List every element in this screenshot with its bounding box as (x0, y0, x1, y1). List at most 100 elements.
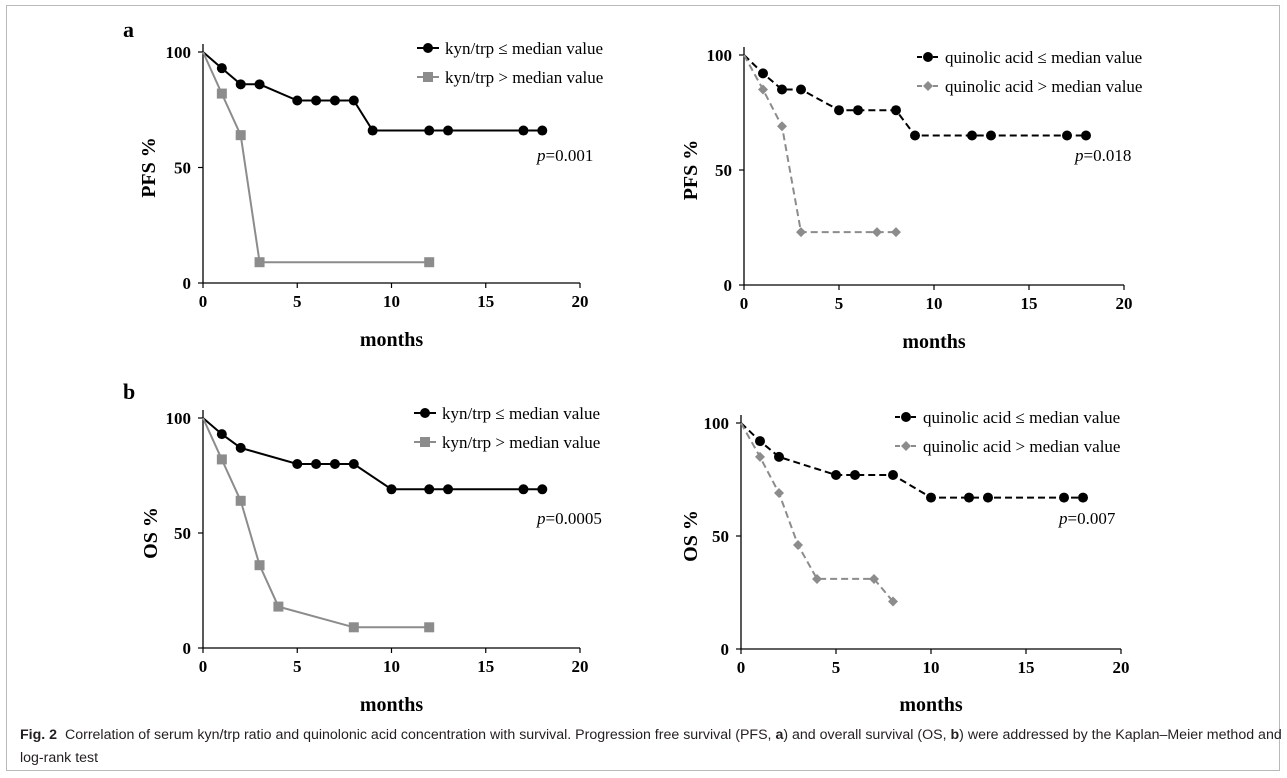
x-tick-label: 0 (740, 294, 749, 313)
chart-b-left: 0 5 10 15 20 0 50 100 months OS % kyn/trp ≤ median… (140, 404, 602, 716)
series-line (202, 417, 543, 491)
x-tick-label: 10 (926, 294, 943, 313)
legend-label: kyn/trp ≤ median value (445, 39, 603, 58)
y-tick-label: 0 (724, 276, 733, 295)
data-point (834, 105, 844, 116)
panel-a-label: a (123, 17, 134, 42)
data-point (831, 469, 841, 480)
data-point (348, 95, 359, 106)
x-tick-label: 15 (477, 657, 494, 676)
data-point (774, 488, 784, 499)
x-tick-label: 20 (1116, 294, 1133, 313)
data-point (254, 79, 265, 90)
data-point (367, 125, 378, 136)
p-value-symbol: p (536, 509, 546, 528)
x-tick-label: 20 (1113, 658, 1130, 677)
series-2 (202, 51, 435, 268)
y-tick-label: 100 (166, 43, 192, 62)
data-point (926, 492, 936, 503)
x-tick-label: 15 (1021, 294, 1038, 313)
data-point (518, 125, 529, 136)
data-point (216, 429, 227, 440)
y-tick-label: 50 (174, 524, 191, 543)
caption-text-1: Correlation of serum kyn/trp ratio and q… (64, 727, 776, 743)
series-2 (202, 417, 435, 633)
data-point (292, 459, 303, 469)
series-line (743, 54, 896, 234)
x-tick-label: 0 (199, 657, 208, 676)
legend-label: quinolic acid ≤ median value (945, 48, 1142, 67)
y-axis-title: OS % (140, 507, 162, 559)
data-point (758, 84, 768, 95)
series-2 (743, 54, 901, 238)
x-tick-label: 0 (737, 658, 746, 677)
data-point (424, 484, 435, 495)
data-point (424, 622, 435, 633)
legend-swatch-marker (420, 437, 430, 447)
p-value-annotation: p=0.001 (536, 146, 593, 165)
data-point (235, 495, 246, 506)
legend-label: kyn/trp ≤ median value (442, 404, 600, 423)
legend-swatch-marker (923, 52, 933, 62)
data-point (386, 484, 397, 495)
data-point (216, 88, 227, 99)
p-value-annotation: p=0.0005 (536, 509, 602, 528)
x-axis-title: months (360, 329, 424, 351)
x-axis-title: months (902, 331, 966, 353)
data-point (424, 257, 435, 268)
legend-label: kyn/trp > median value (442, 433, 600, 452)
x-tick-label: 10 (383, 657, 400, 676)
data-point (755, 436, 765, 447)
data-point (292, 95, 303, 106)
p-value-symbol: p (1074, 146, 1084, 165)
data-point (853, 105, 863, 116)
caption-text-2: ) and overall survival (OS, (783, 727, 951, 743)
chart-b-right: 0 5 10 15 20 0 50 100 months OS % quinolic acid ≤ … (680, 408, 1130, 716)
data-point (796, 227, 806, 238)
series-1 (202, 51, 548, 136)
x-tick-label: 5 (293, 292, 302, 311)
x-tick-label: 20 (572, 292, 589, 311)
data-point (1062, 130, 1072, 141)
data-point (329, 95, 340, 106)
p-value-annotation: p=0.007 (1058, 509, 1116, 528)
data-point (983, 492, 993, 503)
p-value-annotation: p=0.018 (1074, 146, 1131, 165)
legend-label: quinolic acid ≤ median value (923, 408, 1120, 427)
legend-swatch-marker (901, 412, 911, 422)
data-point (443, 484, 454, 495)
legend-swatch-marker (923, 81, 933, 91)
legend-label: kyn/trp > median value (445, 68, 603, 87)
legend-swatch-marker (423, 72, 433, 82)
y-tick-label: 100 (704, 414, 730, 433)
data-point (777, 84, 787, 95)
legend-label: quinolic acid > median value (945, 77, 1142, 96)
data-point (850, 469, 860, 480)
x-tick-label: 10 (923, 658, 940, 677)
data-point (329, 459, 340, 469)
chart-a-right: 0 5 10 15 20 0 50 100 months PFS % quinolic acid ≤… (680, 46, 1142, 353)
x-tick-label: 15 (477, 292, 494, 311)
data-point (311, 95, 322, 106)
data-point (872, 227, 882, 238)
p-value-number: =0.001 (546, 146, 594, 165)
data-point (888, 469, 898, 480)
x-tick-label: 5 (832, 658, 841, 677)
x-tick-label: 10 (383, 292, 400, 311)
data-point (443, 125, 454, 136)
data-point (216, 454, 227, 465)
data-point (891, 105, 901, 116)
y-axis-title: PFS % (138, 137, 160, 198)
data-point (537, 125, 548, 136)
y-tick-label: 50 (174, 159, 191, 178)
x-tick-label: 15 (1018, 658, 1035, 677)
data-point (796, 84, 806, 95)
figure-caption: Fig. 2 Correlation of serum kyn/trp rati… (20, 724, 1282, 770)
data-point (235, 130, 246, 141)
data-point (254, 257, 265, 268)
data-point (755, 451, 765, 462)
data-point (424, 125, 435, 136)
p-value-number: =0.018 (1084, 146, 1132, 165)
y-tick-label: 100 (166, 409, 192, 428)
